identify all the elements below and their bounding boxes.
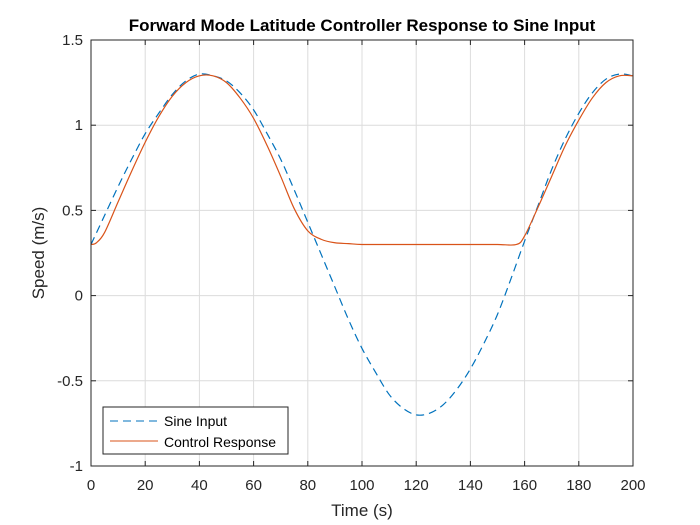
tick-labels: 0 20 40 60 80 100 120 140 160 180 200 -1 -0.5 0 0.5 1 1.… [57, 32, 645, 494]
x-tick-label: 100 [349, 477, 374, 494]
plot-series [90, 73, 634, 416]
x-tick-label: 40 [191, 477, 208, 494]
y-tick-label: 0.5 [62, 202, 83, 219]
x-tick-label: 140 [458, 477, 483, 494]
x-tick-label: 60 [245, 477, 262, 494]
y-tick-label: 0 [75, 288, 83, 305]
y-tick-label: 1.5 [62, 32, 83, 49]
x-tick-label: 160 [512, 477, 537, 494]
x-axis-title: Time (s) [331, 501, 393, 520]
x-tick-label: 80 [299, 477, 316, 494]
axis-ticks [90, 39, 634, 467]
chart-title: Forward Mode Latitude Controller Respons… [129, 16, 596, 35]
legend-box [102, 406, 289, 455]
y-tick-label: -0.5 [57, 373, 83, 390]
x-tick-label: 200 [620, 477, 645, 494]
control-response-line [90, 74, 634, 246]
legend-label-sine-input: Sine Input [164, 413, 227, 429]
y-tick-label: -1 [70, 458, 83, 475]
sine-input-line [90, 73, 634, 416]
x-tick-label: 0 [87, 477, 95, 494]
legend-label-control-response: Control Response [164, 434, 276, 450]
x-tick-label: 20 [137, 477, 154, 494]
y-tick-label: 1 [75, 117, 83, 134]
x-tick-label: 180 [566, 477, 591, 494]
y-axis-title: Speed (m/s) [29, 207, 48, 300]
x-tick-label: 120 [404, 477, 429, 494]
legend: Sine Input Control Response [102, 406, 289, 455]
